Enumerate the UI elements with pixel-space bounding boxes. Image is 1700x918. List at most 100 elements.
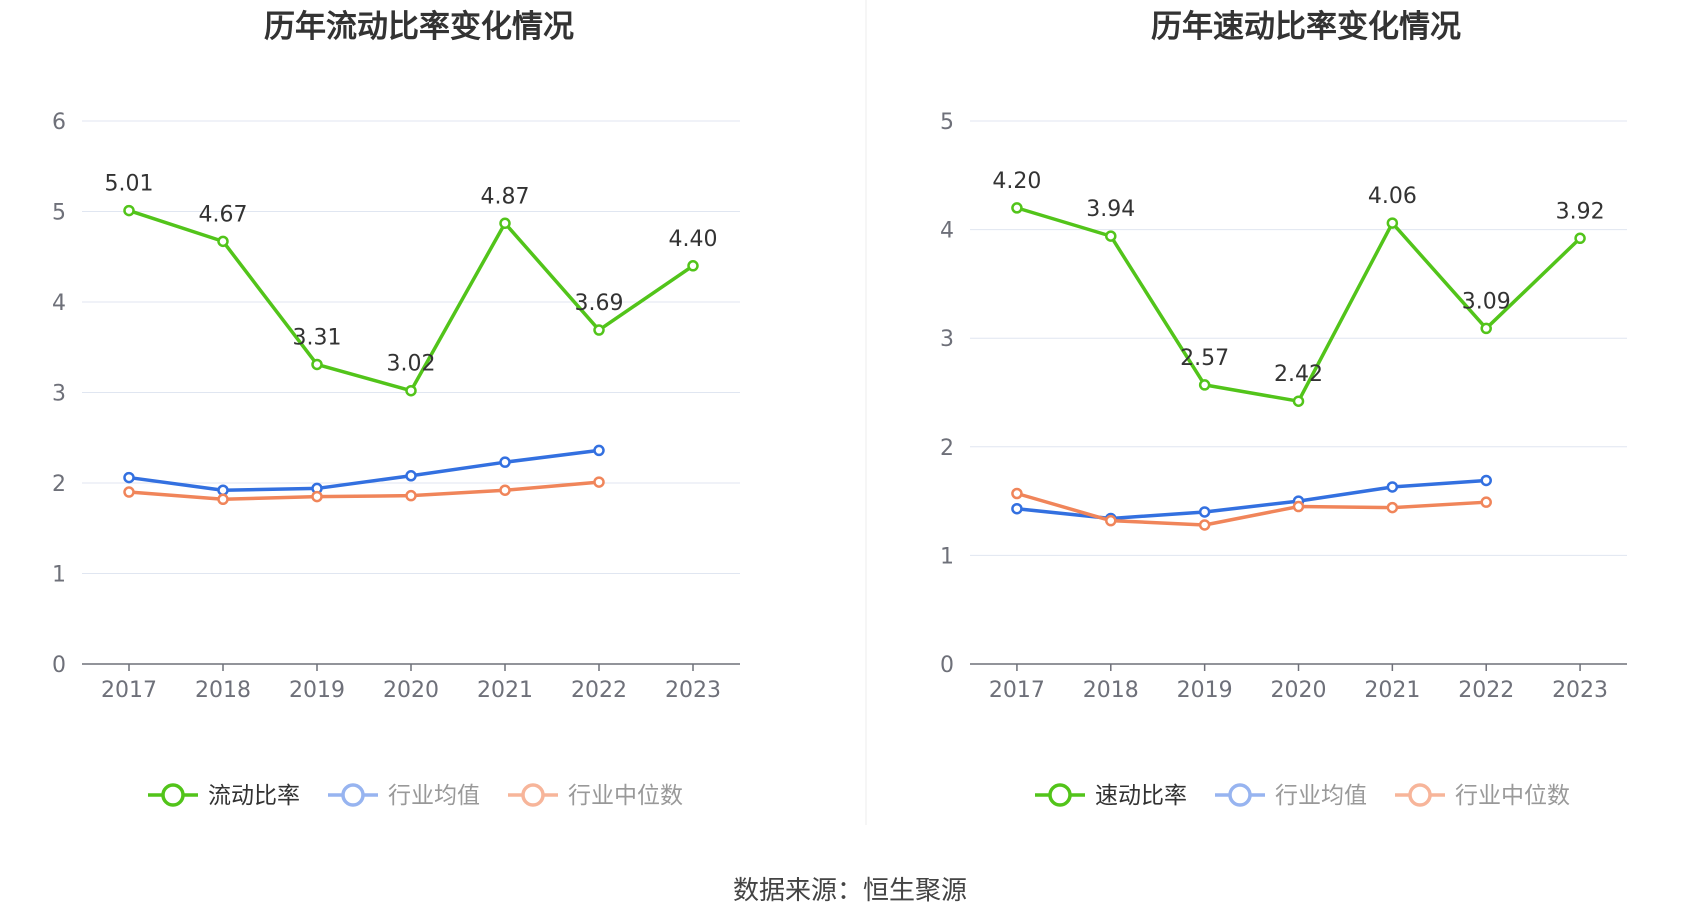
y-tick-label: 0	[52, 653, 66, 678]
legend-item-3[interactable]: 行业中位数	[508, 783, 683, 809]
x-tick-label: 2017	[989, 678, 1045, 703]
x-tick-label: 2021	[477, 678, 533, 703]
data-point	[1386, 501, 1399, 514]
data-label: 5.01	[105, 172, 154, 197]
data-label: 3.31	[293, 325, 342, 350]
data-point	[1480, 496, 1492, 508]
x-tick-label: 2019	[289, 678, 345, 703]
y-tick-label: 1	[940, 544, 954, 569]
x-tick-label: 2022	[1458, 678, 1514, 703]
y-tick-label: 2	[52, 472, 66, 497]
x-tick-label: 2017	[101, 678, 157, 703]
legend-marker-icon	[341, 783, 365, 807]
x-tick-label: 2018	[1083, 678, 1139, 703]
data-label: 3.92	[1556, 199, 1605, 224]
series-line-2	[128, 448, 600, 492]
data-point	[499, 484, 511, 496]
data-point	[593, 476, 605, 488]
legend-item-2[interactable]: 行业均值	[328, 783, 480, 809]
legend-label: 行业均值	[1275, 783, 1367, 809]
y-tick-label: 0	[940, 653, 954, 678]
data-point	[1386, 217, 1399, 229]
chart-panel-1: 历年流动比率变化情况 0 1 2 3 4 5 6 2017 2018 2019 2020 2021 202…	[52, 9, 740, 809]
legend-label: 行业均值	[388, 783, 480, 809]
data-point	[1574, 232, 1586, 245]
data-point	[123, 471, 135, 484]
series-line-3	[1016, 491, 1487, 527]
data-label: 2.42	[1274, 362, 1323, 387]
data-point	[1011, 202, 1023, 214]
x-tick-label: 2018	[195, 678, 251, 703]
data-label: 4.87	[481, 184, 530, 209]
y-tick-label: 3	[940, 327, 954, 352]
data-point	[687, 260, 699, 272]
data-point	[1011, 487, 1023, 500]
x-tick-label: 2020	[383, 678, 439, 703]
data-point	[217, 235, 229, 248]
data-point	[311, 490, 323, 503]
data-point	[1480, 322, 1492, 335]
data-point	[593, 444, 605, 457]
data-point	[217, 484, 229, 496]
data-point	[405, 470, 417, 482]
legend-label: 流动比率	[208, 783, 300, 809]
legend-label: 行业中位数	[1455, 783, 1570, 809]
legend-label: 速动比率	[1095, 783, 1187, 809]
legend-marker-icon	[1408, 783, 1432, 807]
data-point	[405, 384, 417, 397]
data-label: 4.67	[199, 202, 248, 227]
data-point	[1011, 502, 1023, 515]
data-point	[1292, 500, 1305, 513]
data-point	[1386, 481, 1399, 493]
data-point	[405, 489, 417, 502]
data-point	[123, 486, 135, 498]
legend-item-1[interactable]: 流动比率	[148, 783, 300, 809]
x-tick-label: 2020	[1271, 678, 1327, 703]
y-tick-label: 5	[940, 110, 954, 135]
data-point	[1105, 230, 1117, 242]
chart-title: 历年流动比率变化情况	[264, 9, 574, 45]
legend-item-1[interactable]: 速动比率	[1035, 783, 1187, 809]
y-tick-label: 2	[940, 436, 954, 461]
data-label: 4.40	[669, 227, 718, 252]
data-source-note: 数据来源：恒生聚源	[732, 876, 967, 906]
chart-panel-2: 历年速动比率变化情况 0 1 2 3 4 5 2017 2018 2019 2020 2021 2022…	[940, 9, 1627, 809]
legend-marker-icon	[521, 783, 545, 807]
y-tick-label: 4	[940, 219, 954, 244]
data-point	[499, 456, 511, 468]
legend-label: 行业中位数	[568, 783, 683, 809]
legend-marker-icon	[161, 783, 185, 807]
y-tick-label: 6	[52, 110, 66, 135]
x-tick-label: 2019	[1177, 678, 1233, 703]
x-tick-label: 2021	[1364, 678, 1420, 703]
data-point	[1292, 395, 1305, 407]
x-tick-label: 2022	[571, 678, 627, 703]
data-point	[1198, 506, 1211, 518]
data-label: 3.02	[387, 352, 436, 377]
y-tick-label: 3	[52, 382, 66, 407]
data-point	[123, 204, 135, 217]
data-point	[1198, 379, 1211, 391]
data-point	[1198, 519, 1211, 531]
data-point	[217, 493, 229, 506]
data-point	[1480, 474, 1492, 487]
x-tick-label: 2023	[1552, 678, 1608, 703]
data-label: 4.06	[1368, 184, 1417, 209]
data-point	[593, 324, 605, 336]
data-label: 3.94	[1086, 197, 1135, 222]
y-tick-label: 5	[52, 201, 66, 226]
data-point	[1105, 514, 1117, 527]
legend-item-2[interactable]: 行业均值	[1215, 783, 1367, 809]
data-point	[499, 217, 511, 230]
legend-marker-icon	[1048, 783, 1072, 807]
chart-title: 历年速动比率变化情况	[1151, 9, 1461, 45]
data-label: 3.09	[1462, 289, 1511, 314]
series-line-3	[128, 480, 600, 502]
legend-item-3[interactable]: 行业中位数	[1395, 783, 1570, 809]
x-tick-label: 2023	[665, 678, 721, 703]
data-label: 4.20	[992, 169, 1041, 194]
data-label: 3.69	[575, 291, 624, 316]
data-point	[311, 358, 323, 371]
data-label: 2.57	[1180, 346, 1229, 371]
